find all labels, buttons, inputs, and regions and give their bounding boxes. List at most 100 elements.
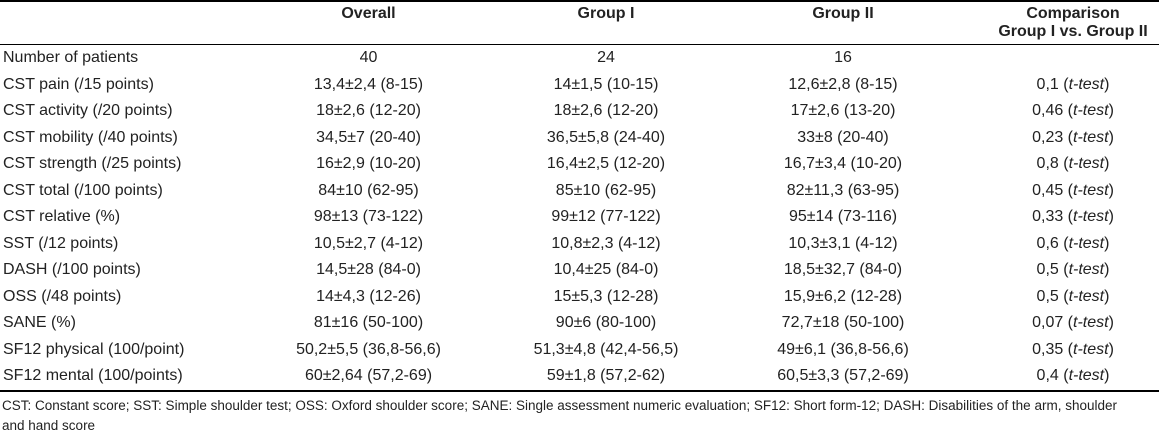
- comparison-value-cell: 0,4 (t-test): [1036, 367, 1110, 384]
- row-label-cell: SF12 physical (100/point): [3, 340, 185, 358]
- overall-value-cell: 13,4±2,4 (8-15): [313, 75, 424, 93]
- table-footnote: CST: Constant score; SST: Simple shoulde…: [2, 397, 1117, 432]
- overall-value-cell: 50,2±5,5 (36,8-56,6): [296, 340, 441, 358]
- row-label-cell: SF12 mental (100/points): [3, 367, 183, 384]
- comparison-value-cell: 0,5 (t-test): [1036, 287, 1110, 305]
- comparison-value-cell: 0,35 (t-test): [1032, 340, 1114, 358]
- results-table: Overall Group I Group II Comparison Grou…: [0, 0, 1159, 392]
- test-name-italic: t-test: [1073, 208, 1109, 225]
- overall-value-cell: 98±13 (73-122): [313, 208, 424, 225]
- comparison-value-cell: 0,1 (t-test): [1036, 75, 1110, 93]
- header-group2: Group II: [725, 1, 961, 45]
- group2-value-cell: 10,3±3,1 (4-12): [788, 234, 898, 252]
- overall-value-cell: 84±10 (62-95): [318, 181, 419, 199]
- table-row: SF12 physical (100/point) 50,2±5,5 (36,8-…: [0, 337, 1159, 364]
- table-row: CST activity (/20 points) 18±2,6 (12-20) 1…: [0, 98, 1159, 125]
- overall-value-cell: 81±16 (50-100): [313, 314, 424, 331]
- overall-value-cell: 34,5±7 (20-40): [316, 128, 421, 146]
- group1-value-cell: 16,4±2,5 (12-20): [546, 155, 666, 172]
- table-row: SF12 mental (100/points) 60±2,64 (57,2-69…: [0, 363, 1159, 391]
- comparison-value-cell: 0,23 (t-test): [1032, 128, 1114, 146]
- row-label-cell: CST activity (/20 points): [3, 102, 173, 119]
- test-name-italic: t-test: [1073, 340, 1109, 358]
- overall-value-cell: 60±2,64 (57,2-69): [304, 367, 433, 384]
- comparison-value-cell: 0,45 (t-test): [1032, 181, 1114, 199]
- header-comparison: Comparison Group I vs. Group II: [961, 1, 1159, 45]
- test-name-italic: t-test: [1073, 102, 1109, 119]
- header-row: Overall Group I Group II Comparison Grou…: [0, 1, 1159, 45]
- table-row: SST (/12 points) 10,5±2,7 (4-12) 10,8±2,3 …: [0, 231, 1159, 258]
- test-name-italic: t-test: [1068, 234, 1105, 252]
- row-label-cell: OSS (/48 points): [3, 287, 122, 305]
- group2-value-cell: 60,5±3,3 (57,2-69): [777, 367, 909, 384]
- overall-value-cell: 16±2,9 (10-20): [316, 155, 421, 172]
- test-name-italic: t-test: [1073, 181, 1109, 199]
- table-row: CST pain (/15 points) 13,4±2,4 (8-15) 14±1…: [0, 72, 1159, 99]
- table-row: CST relative (%) 98±13 (73-122) 99±12 (77-…: [0, 204, 1159, 231]
- group2-value-cell: 15,9±6,2 (12-28): [783, 287, 903, 305]
- header-overall: Overall: [250, 1, 487, 45]
- comparison-value-cell: 0,33 (t-test): [1032, 208, 1114, 225]
- comparison-value-cell: [961, 45, 1159, 72]
- comparison-value-cell: 0,8 (t-test): [1036, 155, 1110, 172]
- group1-value-cell: 36,5±5,8 (24-40): [546, 128, 666, 146]
- overall-value-cell: 40: [359, 49, 378, 66]
- header-empty-cell: [0, 1, 250, 45]
- test-name-italic: t-test: [1073, 314, 1109, 331]
- table-row: DASH (/100 points) 14,5±28 (84-0) 10,4±25 …: [0, 257, 1159, 284]
- header-comparison-line1: Comparison: [1026, 5, 1120, 22]
- group2-value-cell: 82±11,3 (63-95): [786, 181, 900, 199]
- table-row: Number of patients 40 24 16: [0, 45, 1159, 72]
- group1-value-cell: 18±2,6 (12-20): [553, 102, 659, 119]
- group2-value-cell: 95±14 (73-116): [788, 208, 898, 225]
- group2-value-cell: 72,7±18 (50-100): [781, 314, 905, 331]
- group2-value-cell: 12,6±2,8 (8-15): [788, 75, 898, 93]
- group2-value-cell: 17±2,6 (13-20): [790, 102, 896, 119]
- group1-value-cell: 85±10 (62-95): [555, 181, 657, 199]
- row-label-cell: CST pain (/15 points): [3, 75, 154, 93]
- group1-value-cell: 51,3±4,8 (42,4-56,5): [533, 340, 679, 358]
- overall-value-cell: 14±4,3 (12-26): [316, 287, 421, 305]
- table-row: CST total (/100 points) 84±10 (62-95) 85±1…: [0, 178, 1159, 205]
- comparison-value-cell: 0,46 (t-test): [1032, 102, 1114, 119]
- header-comparison-line2: Group I vs. Group II: [998, 23, 1148, 40]
- table-row: CST mobility (/40 points) 34,5±7 (20-40) 3…: [0, 125, 1159, 152]
- overall-value-cell: 18±2,6 (12-20): [316, 102, 421, 119]
- group2-value-cell: 18,5±32,7 (84-0): [783, 261, 903, 278]
- comparison-value-cell: 0,6 (t-test): [1036, 234, 1110, 252]
- comparison-value-cell: 0,07 (t-test): [1032, 314, 1114, 331]
- test-name-italic: t-test: [1068, 367, 1105, 384]
- row-label-cell: CST relative (%): [3, 208, 121, 225]
- group1-value-cell: 10,8±2,3 (4-12): [551, 234, 661, 252]
- group1-value-cell: 59±1,8 (57,2-62): [546, 367, 666, 384]
- group2-value-cell: 49±6,1 (36,8-56,6): [777, 340, 909, 358]
- overall-value-cell: 14,5±28 (84-0): [316, 261, 421, 278]
- test-name-italic: t-test: [1073, 128, 1109, 146]
- group2-value-cell: 33±8 (20-40): [797, 128, 889, 146]
- test-name-italic: t-test: [1068, 155, 1105, 172]
- group2-value-cell: 16: [834, 49, 852, 66]
- row-label-cell: SST (/12 points): [3, 234, 119, 252]
- group1-value-cell: 90±6 (80-100): [555, 314, 657, 331]
- group1-value-cell: 15±5,3 (12-28): [553, 287, 659, 305]
- row-label-cell: Number of patients: [3, 49, 139, 66]
- row-label-cell: CST mobility (/40 points): [3, 128, 178, 146]
- group1-value-cell: 14±1,5 (10-15): [553, 75, 659, 93]
- test-name-italic: t-test: [1068, 287, 1105, 305]
- comparison-value-cell: 0,5 (t-test): [1036, 261, 1110, 278]
- header-group1: Group I: [487, 1, 725, 45]
- group1-value-cell: 99±12 (77-122): [551, 208, 661, 225]
- row-label-cell: DASH (/100 points): [3, 261, 141, 278]
- table-row: SANE (%) 81±16 (50-100) 90±6 (80-100) 72,7±…: [0, 310, 1159, 337]
- row-label-cell: CST total (/100 points): [3, 181, 163, 199]
- overall-value-cell: 10,5±2,7 (4-12): [313, 234, 424, 252]
- table-row: OSS (/48 points) 14±4,3 (12-26) 15±5,3 (12…: [0, 284, 1159, 311]
- row-label-cell: CST strength (/25 points): [3, 155, 182, 172]
- results-table-body: Number of patients 40 24 16 CST pain (/15 po…: [0, 45, 1159, 391]
- test-name-italic: t-test: [1068, 75, 1105, 93]
- group1-value-cell: 24: [597, 49, 615, 66]
- group1-value-cell: 10,4±25 (84-0): [553, 261, 659, 278]
- row-label-cell: SANE (%): [3, 314, 76, 331]
- test-name-italic: t-test: [1068, 261, 1105, 278]
